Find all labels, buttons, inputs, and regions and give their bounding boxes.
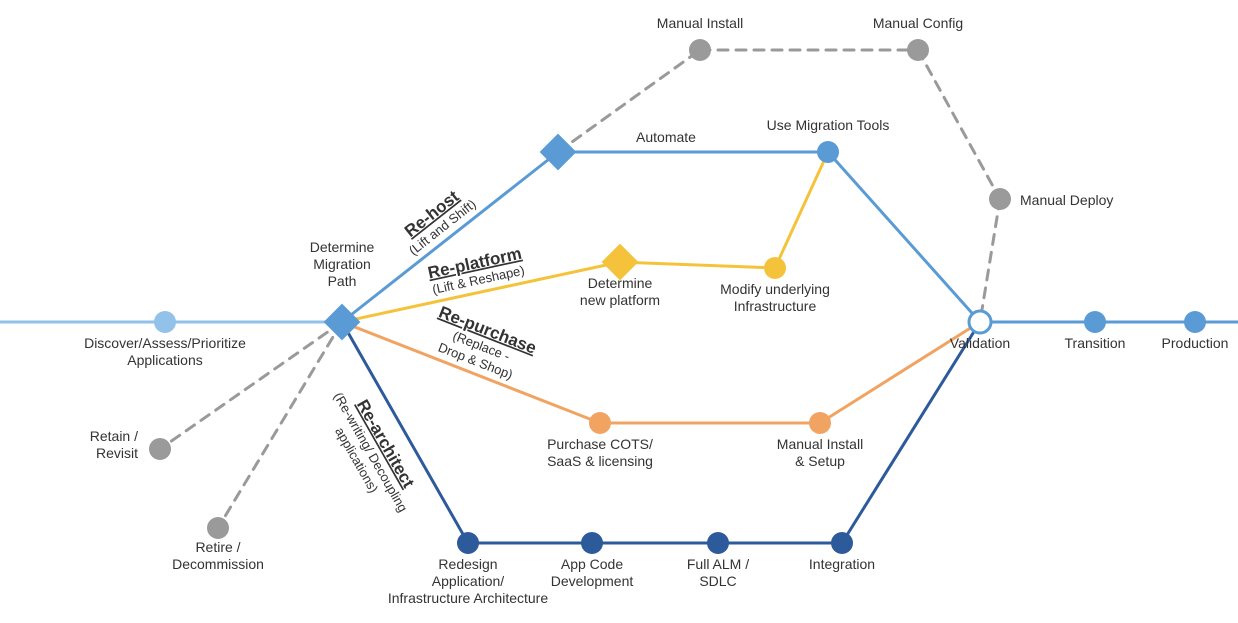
- edge-determine-rehostDiamond: [342, 152, 558, 322]
- node-appCode: [581, 532, 603, 554]
- label-manualDeploy: Manual Deploy: [1020, 192, 1113, 208]
- path-label-re-purchase: Re-purchase(Replace -Drop & Shop): [425, 303, 539, 387]
- label-discover: Discover/Assess/Prioritize: [84, 335, 246, 351]
- node-manualSetup: [809, 412, 831, 434]
- label-redesign: Redesign: [438, 556, 497, 572]
- node-transition: [1084, 311, 1106, 333]
- node-retire: [207, 517, 229, 539]
- label-fullAlm: Full ALM /: [687, 556, 749, 572]
- edge-useMigTools-validation: [828, 152, 980, 322]
- node-manualInstall: [689, 39, 711, 61]
- nodes-layer: [149, 39, 1206, 554]
- label-determine: Migration: [313, 256, 371, 272]
- edge-determine-retire: [218, 322, 342, 528]
- label-modifyInfra: Infrastructure: [734, 298, 817, 314]
- node-production: [1184, 311, 1206, 333]
- label-fullAlm: SDLC: [699, 573, 736, 589]
- edge-modifyInfra-useMigTools: [775, 152, 828, 268]
- path-label-re-platform: Re-platform(Lift & Reshape): [426, 244, 526, 297]
- label-determine: Determine: [310, 239, 375, 255]
- label-manualInstall: Manual Install: [657, 15, 743, 31]
- label-replatformDiamond: Determine: [588, 275, 653, 291]
- label-integration: Integration: [809, 556, 875, 572]
- label-redesign: Infrastructure Architecture: [388, 590, 549, 606]
- node-purchaseCots: [589, 412, 611, 434]
- edge-replatformDiamond-modifyInfra: [620, 262, 775, 268]
- label-validation: Validation: [950, 335, 1010, 351]
- path-label-re-architect: Re-architect(Re-writing/ Decouplingappli…: [317, 380, 427, 522]
- label-redesign: Application/: [432, 573, 504, 589]
- node-manualConfig: [907, 39, 929, 61]
- label-retain: Revisit: [96, 445, 138, 461]
- node-retain: [149, 438, 171, 460]
- label-retain: Retain /: [90, 428, 138, 444]
- migration-paths-diagram: Re-host(Lift and Shift)Re-platform(Lift …: [0, 0, 1238, 623]
- label-replatformDiamond: new platform: [580, 292, 660, 308]
- label-determine: Path: [328, 273, 357, 289]
- label-production: Production: [1162, 335, 1229, 351]
- node-validation: [969, 311, 991, 333]
- edge-label-automate: Automate: [636, 129, 696, 145]
- label-retire: Retire /: [195, 539, 240, 555]
- label-retire: Decommission: [172, 556, 264, 572]
- label-appCode: Development: [551, 573, 634, 589]
- node-modifyInfra: [764, 257, 786, 279]
- node-useMigTools: [817, 141, 839, 163]
- edge-manualDeploy-validation: [980, 199, 1000, 322]
- label-useMigTools: Use Migration Tools: [767, 117, 890, 133]
- label-modifyInfra: Modify underlying: [720, 281, 830, 297]
- label-discover: Applications: [127, 352, 203, 368]
- node-fullAlm: [707, 532, 729, 554]
- node-manualDeploy: [989, 188, 1011, 210]
- label-manualSetup: Manual Install: [777, 436, 863, 452]
- edge-integration-validation: [842, 322, 980, 543]
- label-purchaseCots: SaaS & licensing: [547, 453, 653, 469]
- node-rehostDiamond: [540, 134, 577, 171]
- node-redesign: [457, 532, 479, 554]
- label-transition: Transition: [1065, 335, 1126, 351]
- label-purchaseCots: Purchase COTS/: [547, 436, 653, 452]
- label-appCode: App Code: [561, 556, 623, 572]
- label-manualConfig: Manual Config: [873, 15, 963, 31]
- node-labels-layer: Discover/Assess/PrioritizeApplications De…: [84, 15, 1228, 606]
- node-integration: [831, 532, 853, 554]
- edge-manualConfig-manualDeploy: [918, 50, 1000, 199]
- node-determine: [324, 304, 361, 341]
- node-discover: [154, 311, 176, 333]
- label-manualSetup: & Setup: [795, 453, 845, 469]
